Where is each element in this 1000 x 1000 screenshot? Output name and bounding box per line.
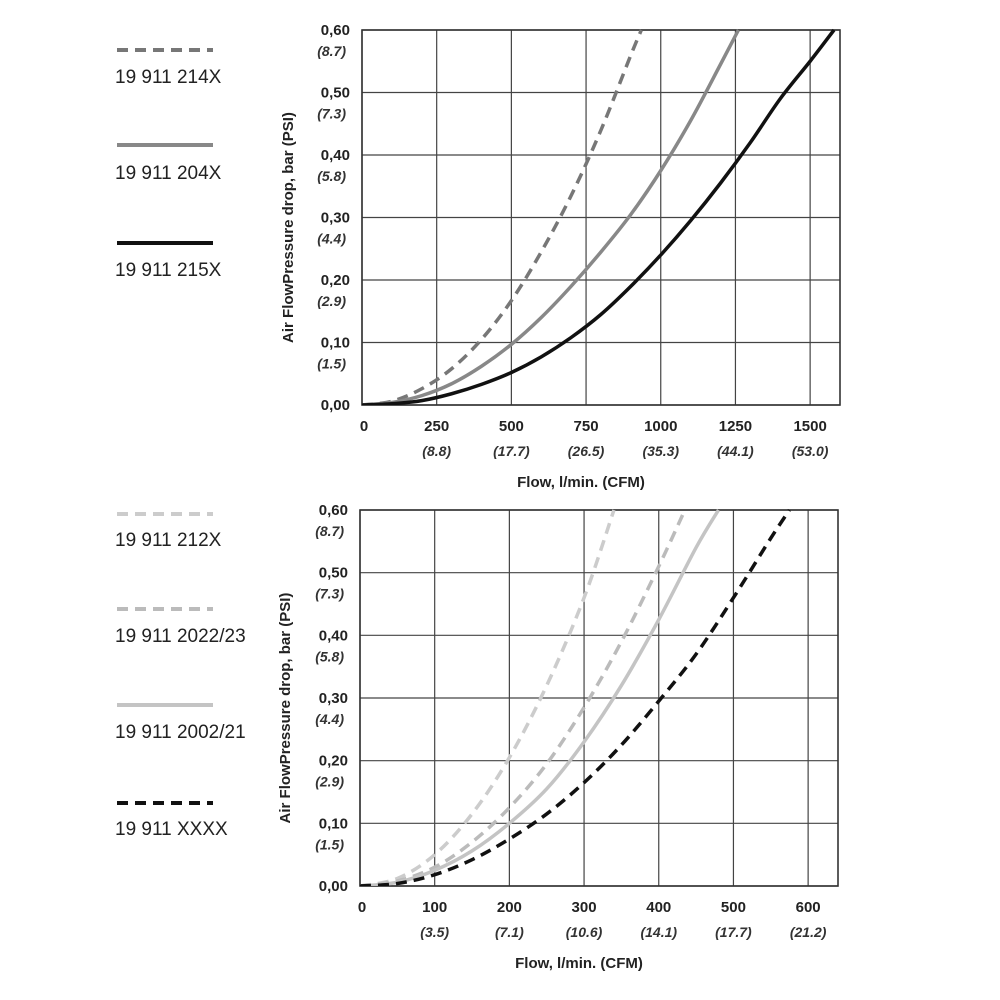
legend-label: 19 911 2022/23 — [115, 626, 246, 647]
y-tick-psi-label: (4.4) — [317, 231, 346, 247]
x-tick-cfm-label: (44.1) — [717, 443, 754, 459]
x-tick-cfm-label: (26.5) — [568, 443, 605, 459]
x-tick-label: 250 — [424, 418, 449, 435]
x-tick-cfm-label: (35.3) — [642, 443, 679, 459]
x-tick-cfm-label: (53.0) — [792, 443, 829, 459]
series-line-19-911-215x — [362, 28, 836, 405]
plot-frame — [359, 509, 839, 887]
series-line-19-911-2002-21 — [360, 509, 721, 886]
x-tick-label: 100 — [422, 899, 447, 916]
x-tick-cfm-label: (8.8) — [422, 443, 451, 459]
y-tick-psi-label: (2.9) — [315, 774, 344, 790]
x-tick-cfm-label: (10.6) — [566, 924, 603, 940]
y-tick-label: 0,60 — [319, 502, 348, 519]
x-tick-cfm-label: (17.7) — [715, 924, 752, 940]
x-tick-label: 0 — [360, 418, 368, 435]
x-tick-label: 0 — [358, 899, 366, 916]
y-tick-label: 0,50 — [321, 85, 350, 102]
legend-label: 19 911 2002/21 — [115, 722, 246, 743]
x-tick-cfm-label: (3.5) — [420, 924, 449, 940]
x-tick-cfm-label: (21.2) — [790, 924, 827, 940]
y-tick-label: 0,10 — [319, 815, 348, 832]
y-tick-label: 0,60 — [321, 22, 350, 39]
y-axis-title: Air FlowPressure drop, bar (PSI) — [280, 112, 297, 343]
y-axis-title: Air FlowPressure drop, bar (PSI) — [277, 593, 294, 824]
series-line-19-911-xxxx — [360, 509, 791, 886]
y-tick-label: 0,30 — [321, 210, 350, 227]
y-tick-psi-label: (1.5) — [315, 836, 344, 852]
legend-label: 19 911 215X — [115, 260, 222, 281]
y-tick-psi-label: (7.3) — [317, 106, 346, 122]
plot-frame — [361, 29, 841, 406]
y-tick-label: 0,40 — [319, 627, 348, 644]
y-tick-psi-label: (4.4) — [315, 711, 344, 727]
x-axis-title: Flow, l/min. (CFM) — [517, 474, 645, 491]
y-tick-label: 0,10 — [321, 335, 350, 352]
x-tick-cfm-label: (17.7) — [493, 443, 530, 459]
legend-label: 19 911 212X — [115, 530, 222, 551]
series-line-19-911-214x — [362, 29, 643, 405]
y-tick-label: 0,40 — [321, 147, 350, 164]
upper-chart-panel: 0,00 0,10 (1.5) 0,20 (2.9) 0,30 (4.4) 0,40 (5.8)… — [115, 22, 841, 491]
x-tick-cfm-label: (7.1) — [495, 924, 524, 940]
x-tick-label: 400 — [646, 899, 671, 916]
series-line-19-911-2022-23 — [360, 509, 687, 886]
x-tick-label: 600 — [796, 899, 821, 916]
legend-label: 19 911 214X — [115, 67, 222, 88]
y-tick-psi-label: (1.5) — [317, 356, 346, 372]
y-tick-label: 0,00 — [321, 397, 350, 414]
y-tick-psi-label: (8.7) — [317, 43, 346, 59]
legend-label: 19 911 XXXX — [115, 819, 228, 840]
y-tick-label: 0,20 — [319, 753, 348, 770]
x-tick-cfm-label: (14.1) — [640, 924, 677, 940]
y-tick-label: 0,20 — [321, 272, 350, 289]
series-line-19-911-212x — [360, 509, 616, 886]
x-tick-label: 1000 — [644, 418, 677, 435]
lower-chart-panel: 0,00 0,10 (1.5) 0,20 (2.9) 0,30 (4.4) 0,40 (5.8)… — [115, 502, 839, 972]
x-tick-label: 1500 — [793, 418, 826, 435]
x-tick-label: 300 — [572, 899, 597, 916]
x-tick-label: 200 — [497, 899, 522, 916]
y-tick-psi-label: (5.8) — [317, 168, 346, 184]
x-tick-label: 500 — [499, 418, 524, 435]
y-tick-label: 0,30 — [319, 690, 348, 707]
y-tick-label: 0,50 — [319, 565, 348, 582]
x-tick-label: 500 — [721, 899, 746, 916]
series-line-19-911-204x — [362, 29, 740, 405]
x-tick-label: 750 — [574, 418, 599, 435]
legend-label: 19 911 204X — [115, 163, 222, 184]
y-tick-psi-label: (8.7) — [315, 523, 344, 539]
y-tick-label: 0,00 — [319, 878, 348, 895]
x-tick-label: 1250 — [719, 418, 752, 435]
x-axis-title: Flow, l/min. (CFM) — [515, 955, 643, 972]
y-tick-psi-label: (7.3) — [315, 586, 344, 602]
y-tick-psi-label: (5.8) — [315, 648, 344, 664]
y-tick-psi-label: (2.9) — [317, 293, 346, 309]
